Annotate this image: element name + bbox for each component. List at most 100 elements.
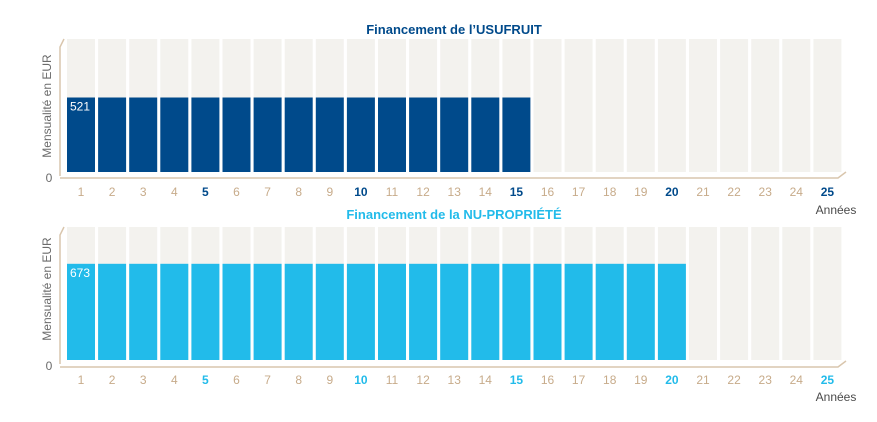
x-tick-label-16: 16 [541, 185, 555, 199]
y-axis-label: Mensualité en EUR [40, 54, 54, 158]
x-tick-label-8: 8 [295, 185, 302, 199]
bar-9 [315, 97, 344, 172]
bar-slot-25 [813, 39, 842, 172]
bar-12 [409, 263, 438, 360]
chart-title: Financement de l’USUFRUIT [366, 22, 542, 37]
x-tick-label-13: 13 [448, 185, 462, 199]
x-tick-label-3: 3 [140, 373, 147, 387]
bar-6 [222, 97, 251, 172]
bar-14 [471, 97, 500, 172]
bar-20 [657, 263, 686, 360]
bar-slot-23 [751, 39, 780, 172]
x-tick-label-9: 9 [326, 373, 333, 387]
x-tick-label-1: 1 [78, 373, 85, 387]
x-tick-label-3: 3 [140, 185, 147, 199]
x-tick-label-23: 23 [759, 373, 773, 387]
y-axis-line [59, 38, 65, 176]
bar-slot-22 [720, 39, 749, 172]
bar-16 [533, 263, 562, 360]
x-tick-label-19: 19 [634, 373, 648, 387]
x-tick-label-21: 21 [696, 373, 710, 387]
x-tick-label-14: 14 [479, 185, 493, 199]
bar-slot-19 [626, 39, 655, 172]
x-tick-label-6: 6 [233, 185, 240, 199]
y-zero-label: 0 [46, 359, 53, 373]
x-tick-label-24: 24 [790, 185, 804, 199]
x-axis-label: Années [816, 390, 857, 404]
x-tick-label-15: 15 [510, 185, 524, 199]
bar-6 [222, 263, 251, 360]
x-tick-label-16: 16 [541, 373, 555, 387]
x-tick-label-6: 6 [233, 373, 240, 387]
bar-4 [160, 97, 189, 172]
bar-5 [191, 263, 220, 360]
bar-18 [595, 263, 624, 360]
x-tick-label-5: 5 [202, 185, 209, 199]
x-tick-label-14: 14 [479, 373, 493, 387]
bar-10 [346, 263, 375, 360]
bar-2 [98, 263, 127, 360]
x-tick-label-25: 25 [821, 373, 835, 387]
bar-11 [378, 263, 406, 360]
x-axis-line [60, 360, 847, 368]
x-tick-label-11: 11 [386, 373, 399, 387]
y-zero-label: 0 [46, 171, 53, 185]
x-tick-label-10: 10 [354, 373, 368, 387]
data-label: 673 [70, 266, 90, 280]
x-tick-label-12: 12 [416, 373, 430, 387]
bar-9 [315, 263, 344, 360]
bar-3 [129, 97, 158, 172]
bar-7 [253, 263, 282, 360]
x-tick-label-23: 23 [759, 185, 773, 199]
x-tick-label-2: 2 [109, 373, 116, 387]
x-tick-label-24: 24 [790, 373, 804, 387]
bar-slot-24 [782, 227, 811, 360]
x-tick-label-1: 1 [78, 185, 85, 199]
bar-8 [284, 97, 313, 172]
x-tick-label-12: 12 [416, 185, 430, 199]
bar-11 [378, 97, 406, 172]
x-tick-label-8: 8 [295, 373, 302, 387]
x-tick-label-5: 5 [202, 373, 209, 387]
bar-15 [502, 97, 531, 172]
x-tick-label-19: 19 [634, 185, 648, 199]
x-tick-label-17: 17 [572, 185, 586, 199]
bar-slot-23 [751, 227, 780, 360]
bar-1 [67, 263, 95, 360]
x-tick-label-10: 10 [354, 185, 368, 199]
bar-slot-18 [595, 39, 624, 172]
x-tick-label-2: 2 [109, 185, 116, 199]
bar-14 [471, 263, 500, 360]
x-axis-label: Années [816, 203, 857, 217]
x-tick-label-11: 11 [386, 185, 399, 199]
bar-5 [191, 97, 220, 172]
bar-10 [346, 97, 375, 172]
bar-slot-25 [813, 227, 842, 360]
bar-7 [253, 97, 282, 172]
x-tick-label-15: 15 [510, 373, 524, 387]
bar-slot-24 [782, 39, 811, 172]
bar-slot-20 [657, 39, 686, 172]
bar-19 [626, 263, 655, 360]
x-tick-label-4: 4 [171, 185, 178, 199]
data-label: 521 [70, 100, 90, 114]
bar-slot-21 [689, 39, 717, 172]
x-tick-label-7: 7 [264, 373, 271, 387]
bar-slot-22 [720, 227, 749, 360]
bar-12 [409, 97, 438, 172]
y-axis-line [59, 226, 65, 364]
x-tick-label-20: 20 [665, 185, 679, 199]
x-tick-label-25: 25 [821, 185, 835, 199]
x-tick-label-22: 22 [727, 185, 741, 199]
bar-4 [160, 263, 189, 360]
bar-13 [440, 263, 469, 360]
x-tick-label-18: 18 [603, 185, 617, 199]
bar-2 [98, 97, 127, 172]
x-tick-label-18: 18 [603, 373, 617, 387]
x-tick-label-17: 17 [572, 373, 586, 387]
x-tick-label-22: 22 [727, 373, 741, 387]
bar-8 [284, 263, 313, 360]
y-axis-label: Mensualité en EUR [40, 237, 54, 341]
bar-slot-21 [689, 227, 717, 360]
